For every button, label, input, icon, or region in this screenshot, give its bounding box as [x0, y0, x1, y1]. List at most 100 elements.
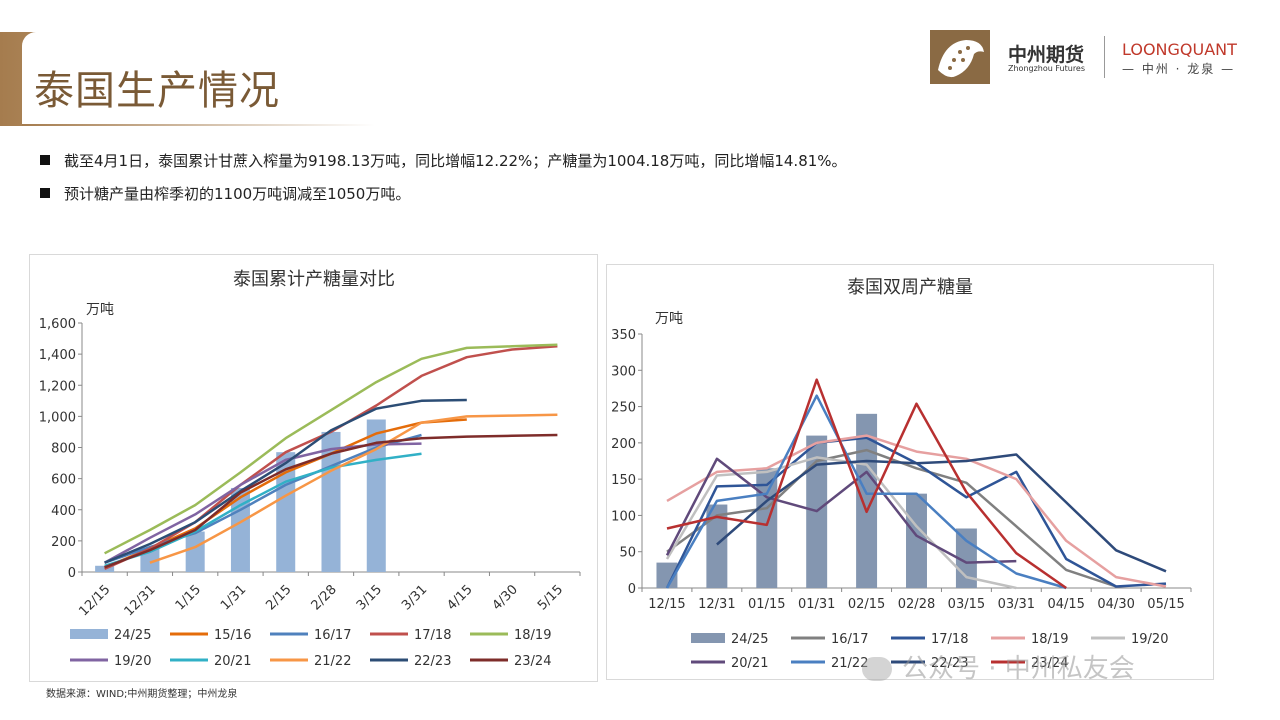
logo-cn: 中州期货	[1008, 44, 1085, 66]
bar-24/25	[906, 493, 927, 588]
bar-24/25	[706, 504, 728, 588]
logo-en: Zhongzhou Futures	[1008, 64, 1086, 73]
y-tick-label: 100	[611, 509, 636, 524]
logo-separator	[1104, 36, 1105, 78]
x-tick-label: 4/30	[490, 582, 521, 613]
series-line-18/19	[666, 434, 1167, 588]
x-tick-label: 04/30	[1097, 597, 1134, 612]
legend-label: 16/17	[314, 628, 351, 643]
x-tick-label: 03/31	[998, 597, 1035, 612]
y-tick-label: 0	[628, 582, 636, 597]
y-tick-label: 350	[611, 328, 636, 343]
x-tick-label: 02/15	[848, 597, 885, 612]
legend-label: 21/22	[314, 654, 351, 669]
bar-24/25	[656, 562, 678, 588]
bar-24/25	[366, 419, 386, 572]
series-line-21/22	[149, 413, 558, 564]
y-tick-label: 400	[51, 504, 76, 519]
chart-title: 泰国双周产糖量	[847, 277, 973, 298]
series-line-22/23	[104, 398, 467, 564]
bar-24/25	[185, 531, 205, 572]
legend-label: 16/17	[831, 632, 868, 647]
x-tick-label: 1/15	[173, 582, 204, 613]
y-tick-label: 1,600	[39, 317, 76, 332]
watermark: 公众号 · 中州私友会	[862, 648, 1135, 685]
legend-label: 22/23	[414, 654, 451, 669]
series-line-23/24	[104, 433, 558, 569]
y-axis-label: 万吨	[86, 302, 114, 318]
legend-label: 19/20	[114, 654, 151, 669]
legend-label: 24/25	[731, 632, 768, 647]
x-tick-label: 5/15	[535, 582, 566, 613]
y-tick-label: 150	[611, 473, 636, 488]
y-axis-label: 万吨	[655, 311, 683, 327]
legend-label: 17/18	[931, 632, 968, 647]
y-tick-label: 1,000	[39, 410, 76, 425]
legend-label: 24/25	[114, 628, 151, 643]
company-logo: 中州期货 Zhongzhou Futures LOONGQUANT — 中州 ·…	[930, 30, 1250, 86]
x-tick-label: 05/15	[1147, 597, 1184, 612]
watermark-text: 公众号 · 中州私友会	[902, 654, 1135, 684]
bullet-1: 截至4月1日，泰国累计甘蔗入榨量为9198.13万吨，同比增幅12.22%；产糖…	[40, 150, 847, 171]
x-tick-label: 2/28	[309, 582, 340, 613]
y-tick-label: 600	[51, 473, 76, 488]
x-tick-label: 12/15	[648, 597, 685, 612]
title-decoration	[0, 32, 375, 126]
chart-title: 泰国累计产糖量对比	[233, 269, 395, 290]
series-line-21/22	[665, 394, 1067, 590]
legend-label: 17/18	[414, 628, 451, 643]
legend-swatch	[70, 629, 108, 639]
bullet-1-text: 截至4月1日，泰国累计甘蔗入榨量为9198.13万吨，同比增幅12.22%；产糖…	[64, 152, 847, 170]
legend-label: 18/19	[514, 628, 551, 643]
x-tick-label: 01/31	[798, 597, 835, 612]
x-tick-label: 04/15	[1047, 597, 1084, 612]
series-line-18/19	[104, 343, 558, 555]
y-tick-label: 250	[611, 401, 636, 416]
series-line-19/20	[665, 456, 1017, 590]
data-source-note: 数据来源：WIND;中州期货整理；中州龙泉	[46, 689, 238, 700]
title-underline	[22, 124, 375, 126]
x-tick-label: 3/15	[354, 582, 385, 613]
bullet-square-icon	[40, 155, 50, 165]
y-tick-label: 300	[611, 364, 636, 379]
cumulative-chart-panel: 泰国累计产糖量对比 万吨 0 200 400 600 800 1,000 1,200 1,400 1…	[29, 254, 598, 682]
legend-label: 23/24	[1031, 656, 1068, 671]
bar-24/25	[856, 413, 878, 588]
y-tick-label: 200	[51, 535, 76, 550]
legend-label: 20/21	[731, 656, 768, 671]
leopard-logo-icon	[930, 30, 990, 84]
logo-loongquant: LOONGQUANT	[1122, 40, 1237, 59]
x-tick-label: 1/31	[218, 582, 249, 613]
bullet-square-icon	[40, 188, 50, 198]
legend-label: 22/23	[931, 656, 968, 671]
x-tick-label: 03/15	[948, 597, 985, 612]
legend-label: 23/24	[514, 654, 551, 669]
legend-label: 21/22	[831, 656, 868, 671]
biweekly-chart-panel: 泰国双周产糖量万吨 0 50 100 150 200 250 300 350 12/15 12/31…	[606, 264, 1214, 680]
series-line-23/24	[666, 378, 1067, 590]
legend-label: 19/20	[1131, 632, 1168, 647]
y-tick-label: 1,200	[39, 379, 76, 394]
y-tick-label: 200	[611, 437, 636, 452]
x-tick-label: 4/15	[444, 582, 475, 613]
x-tick-label: 02/28	[898, 597, 935, 612]
x-tick-label: 12/31	[698, 597, 735, 612]
bullet-2: 预计糖产量由榨季初的1100万吨调减至1050万吨。	[40, 183, 410, 204]
y-tick-label: 1,400	[39, 348, 76, 363]
logo-loongquant-sub: — 中州 · 龙泉 —	[1122, 62, 1236, 76]
legend-swatch	[691, 633, 725, 643]
bullet-2-text: 预计糖产量由榨季初的1100万吨调减至1050万吨。	[64, 185, 411, 203]
y-tick-label: 800	[51, 442, 76, 457]
x-tick-label: 12/15	[76, 582, 113, 619]
series-line-20/21	[104, 452, 422, 567]
wechat-icon	[862, 657, 892, 681]
legend-label: 18/19	[1031, 632, 1068, 647]
page-title: 泰国生产情况	[34, 68, 280, 114]
y-tick-label: 50	[619, 546, 636, 561]
x-tick-label: 3/31	[399, 582, 430, 613]
legend-label: 15/16	[214, 628, 251, 643]
legend-label: 20/21	[214, 654, 251, 669]
x-tick-label: 2/15	[263, 582, 294, 613]
